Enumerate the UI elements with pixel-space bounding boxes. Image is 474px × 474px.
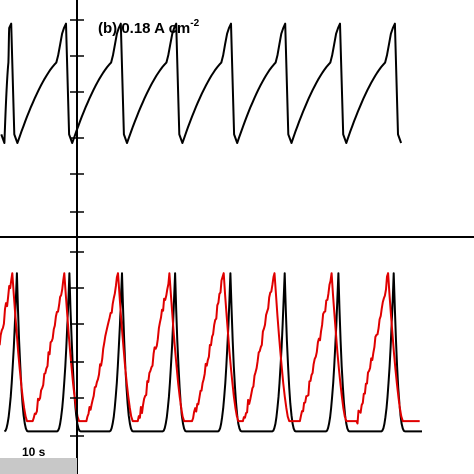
y-axis bbox=[70, 0, 84, 474]
scale-bar: 10 s bbox=[0, 445, 77, 474]
bottom-trace-series-2 bbox=[0, 272, 420, 425]
scale-bar-rect bbox=[0, 458, 77, 474]
bottom-traces bbox=[0, 272, 422, 433]
bottom-trace-series-1 bbox=[3, 272, 422, 433]
panel-label: (b) 0.18 A cm-2 bbox=[98, 18, 200, 37]
scale-bar-label: 10 s bbox=[22, 445, 46, 459]
bottom-panel bbox=[0, 272, 422, 433]
y-ticks bbox=[70, 19, 84, 437]
top-traces bbox=[0, 22, 403, 144]
top-panel: (b) 0.18 A cm-2 bbox=[0, 18, 403, 144]
panel-label-exponent: -2 bbox=[190, 18, 199, 29]
top-trace-series-1 bbox=[0, 22, 403, 144]
